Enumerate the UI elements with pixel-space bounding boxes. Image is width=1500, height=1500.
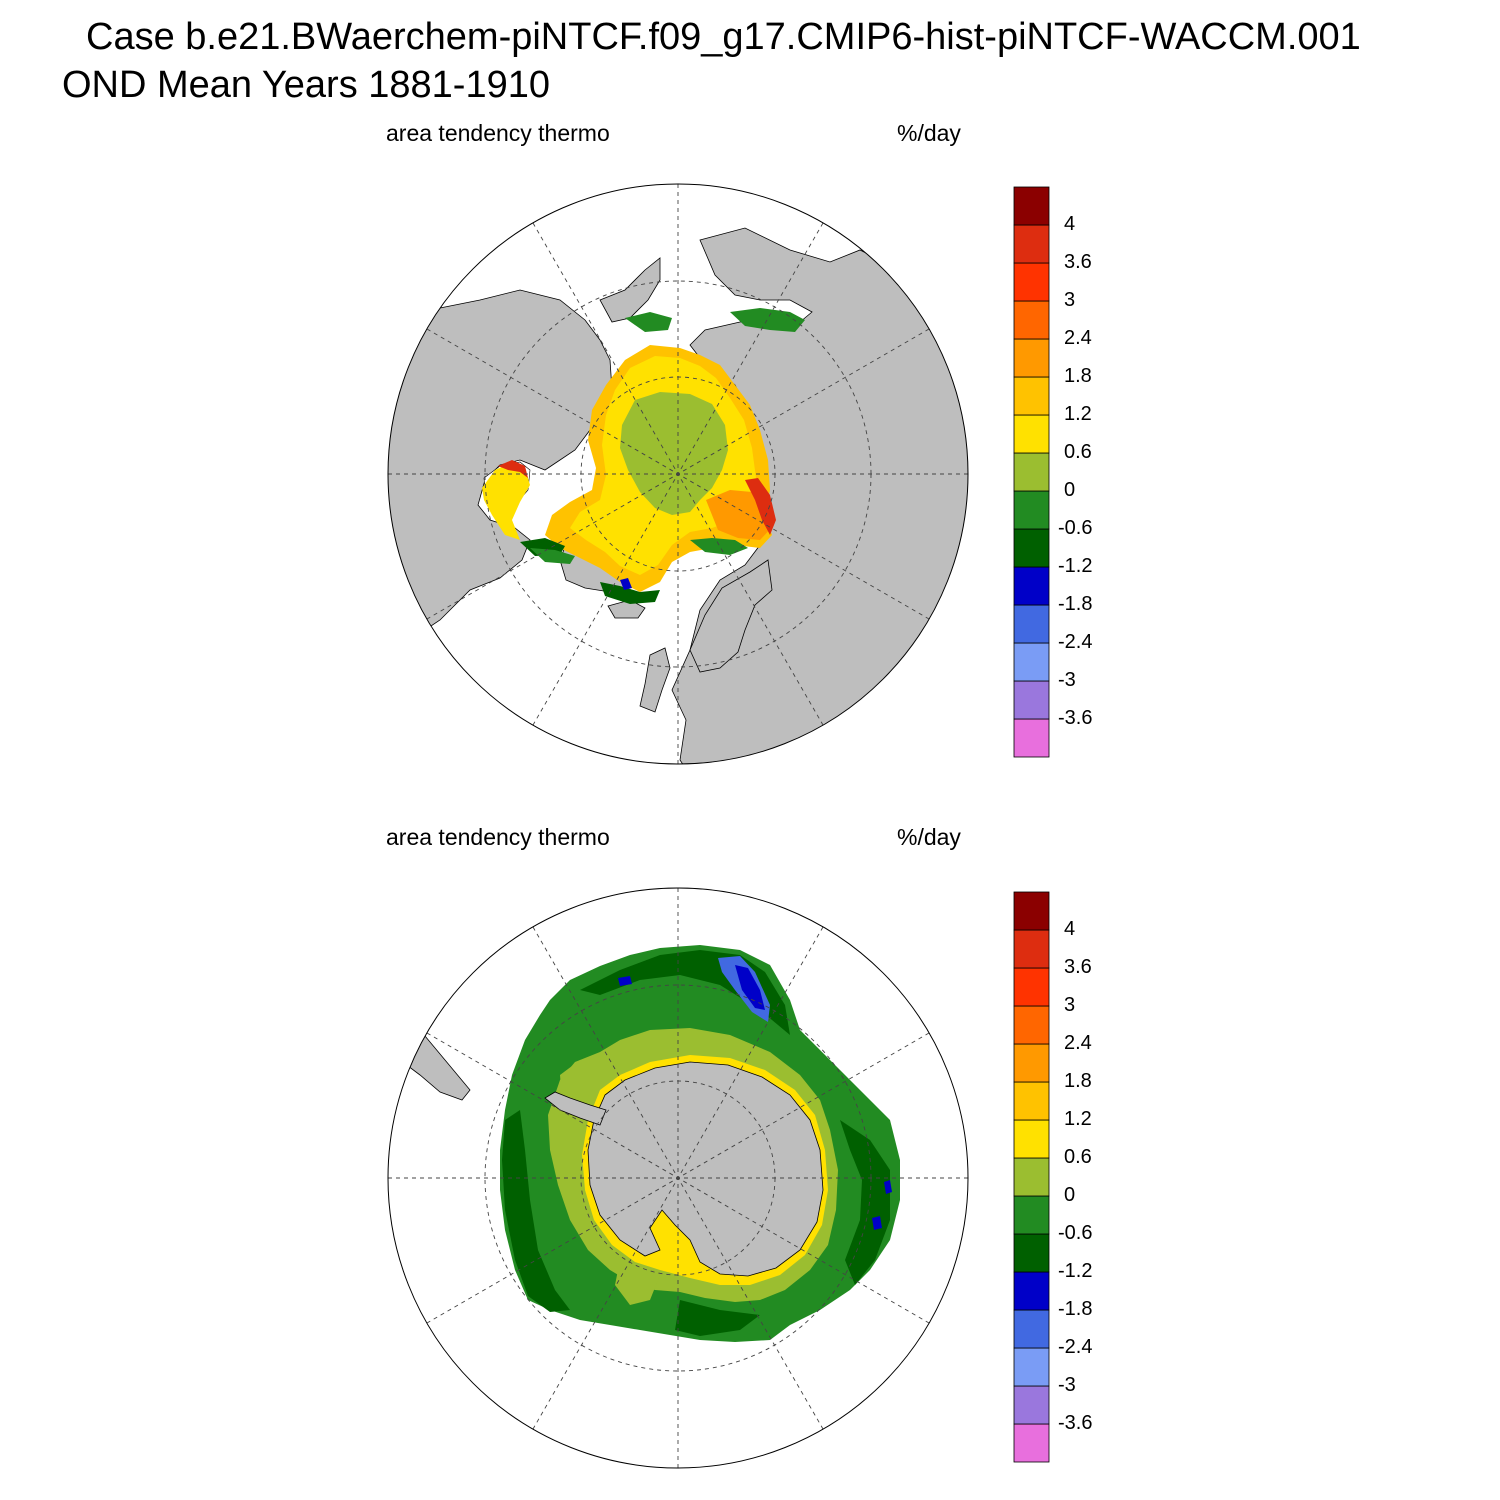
- north-colorbar-box: [1013, 528, 1050, 568]
- south-colorbar-box: [1013, 1157, 1050, 1197]
- central-arctic-pack: [620, 392, 728, 515]
- southern-ocean-dark-band-west: [502, 1110, 570, 1312]
- north-colorbar-tick-label: 1.2: [1064, 403, 1092, 425]
- north-colorbar-box: [1013, 604, 1050, 644]
- north-sea-ice-field: [482, 308, 805, 604]
- north-colorbar: [1013, 186, 1050, 758]
- greenland-sea-decay: [600, 582, 660, 604]
- north-colorbar-tick-label: -3.6: [1058, 707, 1093, 729]
- south-colorbar-tick-label: 2.4: [1064, 1032, 1092, 1054]
- fram-strait-blue: [620, 578, 632, 590]
- bering-coast-decay: [625, 312, 672, 332]
- southern-ocean-dark-band-east: [840, 1120, 890, 1285]
- south-colorbar-tick-label: -1.8: [1058, 1298, 1093, 1320]
- north-colorbar-tick-label: 3.6: [1064, 251, 1092, 273]
- east-blue-spot-1: [884, 1180, 892, 1194]
- north-colorbar-box: [1013, 414, 1050, 454]
- south-colorbar-box: [1013, 1043, 1050, 1083]
- south-colorbar-box: [1013, 1005, 1050, 1045]
- south-colorbar-box: [1013, 967, 1050, 1007]
- south-colorbar-box: [1013, 1119, 1050, 1159]
- north-colorbar-tick-label: 1.8: [1064, 365, 1092, 387]
- north-colorbar-tick-label: -1.8: [1058, 593, 1093, 615]
- north-colorbar-tick-label: -2.4: [1058, 631, 1093, 653]
- north-america-land: [388, 289, 613, 641]
- north-colorbar-box: [1013, 376, 1050, 416]
- north-panel-units-label: %/day: [897, 120, 961, 146]
- north-colorbar-box: [1013, 566, 1050, 606]
- north-colorbar-box: [1013, 224, 1050, 264]
- britain-land: [639, 647, 671, 713]
- barents-decay-band: [690, 538, 748, 555]
- north-polar-map: [387, 183, 969, 765]
- hudson-bay-ice: [482, 462, 530, 540]
- south-colorbar-box: [1013, 1081, 1050, 1121]
- south-colorbar-box: [1013, 1233, 1050, 1273]
- south-colorbar-box: [1013, 1195, 1050, 1235]
- north-graticule: [388, 184, 968, 764]
- north-colorbar-box: [1013, 338, 1050, 378]
- south-graticule: [388, 888, 968, 1468]
- north-colorbar-box: [1013, 186, 1050, 226]
- hudson-bay-ice-edge: [498, 460, 528, 478]
- north-colorbar-tick-label: 2.4: [1064, 327, 1092, 349]
- scandinavia-land: [689, 559, 773, 673]
- south-panel-variable-label: area tendency thermo: [386, 824, 610, 850]
- weddell-deep-blue: [735, 965, 765, 1010]
- north-colorbar-tick-label: -3: [1058, 669, 1076, 691]
- south-colorbar: [1013, 891, 1050, 1463]
- north-colorbar-box: [1013, 262, 1050, 302]
- southern-ocean-dark-band-south: [675, 1300, 760, 1336]
- north-colorbar-tick-label: 0.6: [1064, 441, 1092, 463]
- north-colorbar-box: [1013, 490, 1050, 530]
- north-panel-variable-label: area tendency thermo: [386, 120, 610, 146]
- south-colorbar-tick-label: 4: [1064, 918, 1076, 940]
- north-blue-spot: [618, 976, 632, 986]
- north-colorbar-box: [1013, 452, 1050, 492]
- south-colorbar-box: [1013, 1347, 1050, 1387]
- south-colorbar-tick-label: -1.2: [1058, 1260, 1093, 1282]
- south-panel-units-label: %/day: [897, 824, 961, 850]
- east-blue-spot-2: [872, 1216, 882, 1230]
- alaska-coast-land: [599, 257, 661, 323]
- antarctic-peninsula-land: [544, 1091, 607, 1126]
- figure-title-line2: OND Mean Years 1881-1910: [62, 64, 550, 106]
- north-colorbar-tick-label: -1.2: [1058, 555, 1093, 577]
- north-colorbar-box: [1013, 718, 1050, 758]
- barents-red-edge: [745, 478, 776, 535]
- south-colorbar-tick-label: 3: [1064, 994, 1076, 1016]
- figure-title-line1: Case b.e21.BWaerchem-piNTCF.f09_g17.CMIP…: [86, 16, 1361, 58]
- labrador-green-band: [530, 548, 575, 564]
- north-colorbar-box: [1013, 680, 1050, 720]
- north-colorbar-tick-label: -0.6: [1058, 517, 1093, 539]
- south-colorbar-box: [1013, 1385, 1050, 1425]
- north-colorbar-box: [1013, 642, 1050, 682]
- north-colorbar-tick-label: 3: [1064, 289, 1076, 311]
- south-colorbar-tick-label: -2.4: [1058, 1336, 1093, 1358]
- siberian-coast-decay: [730, 308, 805, 332]
- south-colorbar-box: [1013, 1309, 1050, 1349]
- south-colorbar-tick-label: -3.6: [1058, 1412, 1093, 1434]
- north-colorbar-tick-label: 4: [1064, 213, 1076, 235]
- south-colorbar-tick-label: -3: [1058, 1374, 1076, 1396]
- south-colorbar-box: [1013, 929, 1050, 969]
- north-colorbar-box: [1013, 300, 1050, 340]
- south-colorbar-box: [1013, 1423, 1050, 1463]
- south-colorbar-tick-label: 0: [1064, 1184, 1076, 1206]
- south-colorbar-tick-label: 1.2: [1064, 1108, 1092, 1130]
- south-colorbar-tick-label: 3.6: [1064, 956, 1092, 978]
- south-colorbar-tick-label: -0.6: [1058, 1222, 1093, 1244]
- south-colorbar-box: [1013, 891, 1050, 931]
- south-colorbar-tick-label: 0.6: [1064, 1146, 1092, 1168]
- south-polar-map: [387, 887, 969, 1469]
- south-colorbar-tick-label: 1.8: [1064, 1070, 1092, 1092]
- north-colorbar-tick-label: 0: [1064, 479, 1076, 501]
- south-colorbar-box: [1013, 1271, 1050, 1311]
